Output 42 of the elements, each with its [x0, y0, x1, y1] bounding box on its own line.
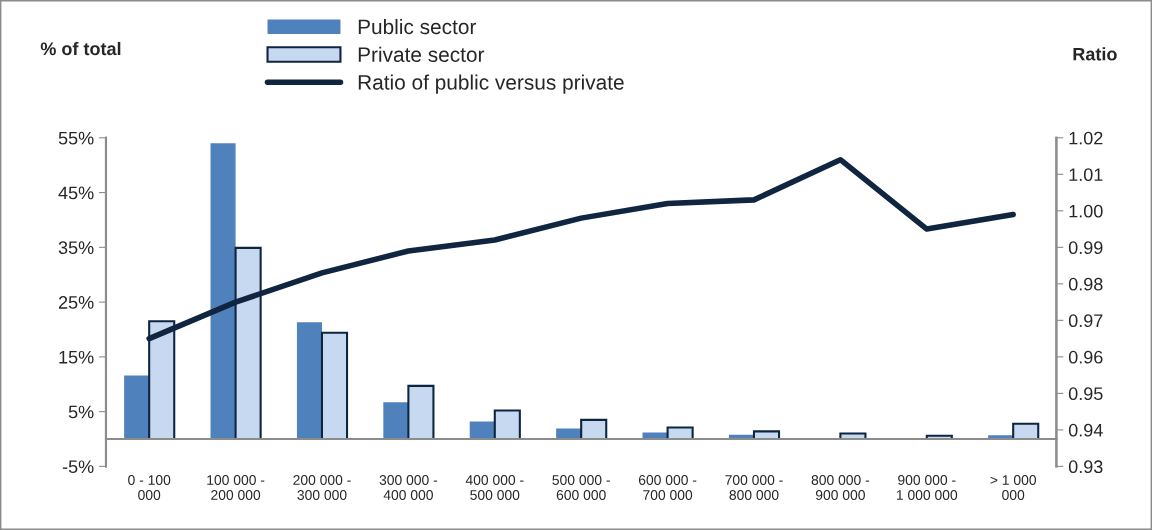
- x-tick-label: 700 000 - 800 000: [725, 475, 783, 500]
- legend-label: Public sector: [358, 18, 477, 35]
- bar: [383, 402, 409, 440]
- y2-tick-label: 0.96: [1068, 350, 1103, 364]
- y2-tick-label: 0.94: [1068, 423, 1103, 437]
- bar: [320, 331, 349, 441]
- y2-tick-label: 0.97: [1068, 314, 1103, 328]
- bar: [580, 418, 608, 441]
- y2-tick-label: 1.00: [1069, 204, 1103, 218]
- bar: [469, 421, 495, 440]
- x-tick-label: 0 - 100 000: [128, 475, 171, 500]
- x-tick-label: 300 000 - 400 000: [379, 475, 438, 500]
- bar: [210, 143, 236, 440]
- y2-axis-title: Ratio: [1073, 47, 1117, 61]
- y2-tick-label: 0.99: [1068, 241, 1103, 255]
- y-tick-label: 45%: [58, 186, 94, 200]
- x-tick-label: 900 000 - 1 000 000: [896, 475, 958, 500]
- x-tick-label: 600 000 - 700 000: [638, 475, 697, 500]
- x-tick-label: 100 000 - 200 000: [207, 475, 265, 500]
- y-tick-label: 5%: [68, 405, 94, 419]
- legend-label: Ratio of public versus private: [358, 74, 624, 94]
- x-tick-label: 500 000 - 600 000: [552, 475, 610, 500]
- legend-label: Private sector: [358, 46, 485, 62]
- y-tick-label: 55%: [58, 131, 94, 145]
- y2-tick-label: 0.95: [1068, 387, 1103, 401]
- bar: [296, 322, 322, 440]
- bar: [407, 384, 435, 441]
- y-tick-label: 35%: [58, 241, 94, 255]
- x-tick-label: 200 000 - 300 000: [293, 475, 351, 500]
- x-tick-label: 800 000 - 900 000: [811, 475, 870, 500]
- y-tick-label: -5%: [62, 460, 94, 474]
- y-tick-label: 15%: [59, 350, 94, 364]
- y-axis-title: % of total: [40, 41, 121, 56]
- y2-tick-label: 0.98: [1068, 277, 1103, 291]
- y2-tick-label: 1.01: [1069, 168, 1103, 182]
- x-tick-label: 400 000 - 500 000: [465, 475, 524, 500]
- bar: [124, 375, 150, 440]
- y2-tick-label: 0.93: [1068, 460, 1103, 474]
- bar: [493, 409, 521, 441]
- y2-tick-label: 1.02: [1069, 131, 1103, 145]
- y-tick-label: 25%: [58, 296, 94, 309]
- x-tick-label: > 1 000 000: [990, 475, 1036, 500]
